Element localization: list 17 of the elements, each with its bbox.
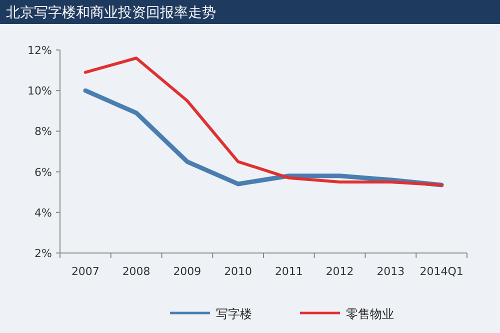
y-tick-label: 2% — [34, 247, 52, 260]
legend-label: 零售物业 — [346, 307, 394, 321]
x-tick-label: 2007 — [71, 265, 100, 278]
x-tick-label: 2012 — [326, 265, 354, 278]
x-tick-label: 2011 — [274, 265, 303, 278]
legend-label: 写字楼 — [216, 307, 252, 321]
x-tick-label: 2010 — [224, 265, 252, 278]
title: 北京写字楼和商业投资回报率走势 — [6, 5, 216, 21]
x-tick-label: 2014Q1 — [420, 265, 464, 278]
y-tick-label: 8% — [34, 125, 52, 138]
x-tick-label: 2008 — [122, 265, 150, 278]
y-tick-label: 6% — [34, 166, 52, 179]
y-tick-label: 12% — [28, 44, 52, 57]
y-tick-label: 4% — [34, 206, 52, 220]
y-tick-label: 10% — [28, 84, 52, 98]
x-tick-label: 2013 — [376, 265, 405, 278]
x-tick-label: 2009 — [173, 265, 202, 278]
